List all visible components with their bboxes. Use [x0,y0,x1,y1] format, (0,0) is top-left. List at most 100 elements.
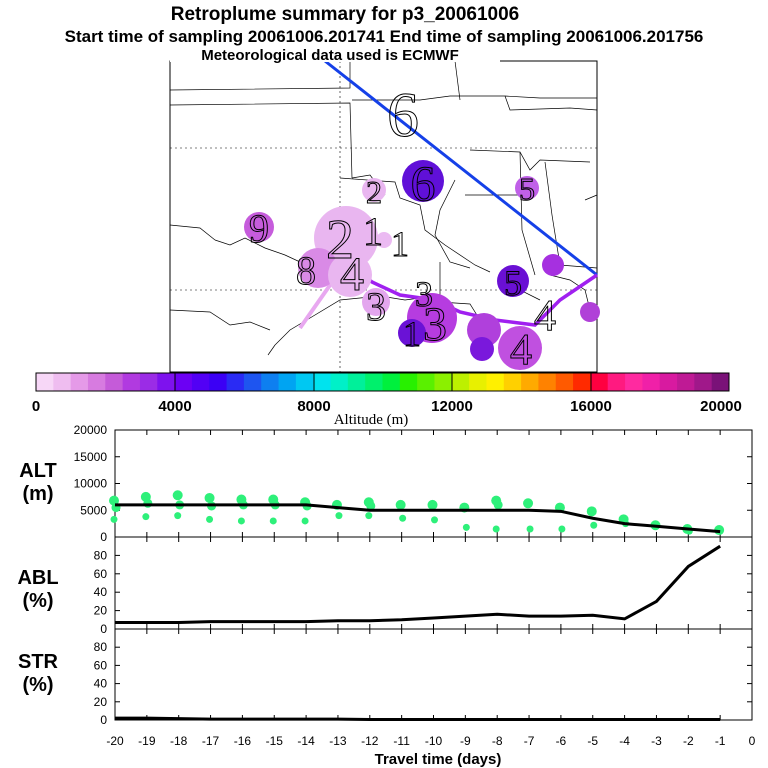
colorbar-swatch [469,373,487,391]
scatter-point [237,517,245,525]
str-label: STR [18,651,59,673]
plume-circle [497,265,529,297]
colorbar-tick-label: 12000 [431,398,473,415]
colorbar-swatch [625,373,643,391]
x-tick-label: -1 [715,734,726,748]
plume-number: 2 [366,174,382,210]
scatter-point [269,517,277,525]
scatter-point [399,514,407,522]
x-tick-label: -10 [425,734,443,748]
alt-unit: (m) [22,483,53,505]
colorbar-tick-label: 20000 [700,398,742,415]
plume-circle [470,337,494,361]
trajectory-line-purple [353,266,598,327]
scatter-point [143,498,153,508]
plume-circle [515,176,539,200]
plume-circle [328,253,372,297]
y-tick-label: 80 [94,640,108,654]
colorbar-swatch [382,373,401,391]
colorbar-swatch [677,373,695,391]
colorbar-tick-label: 8000 [297,398,330,415]
altitude-colorbar [35,372,730,392]
colorbar-swatch [573,373,591,391]
colorbar-ticks: 0 4000 8000 12000 16000 20000 [32,398,742,415]
colorbar-swatch [538,373,557,391]
plume-number: 3 [366,284,386,329]
scatter-point [366,501,376,511]
colorbar-swatch [209,373,228,391]
y-tick-label: 60 [94,567,108,581]
met-data-line: Meteorological data used is ECMWF [201,47,459,64]
x-tick-label: -5 [587,734,598,748]
colorbar-tick-label: 4000 [158,398,191,415]
y-tick-label: 20000 [74,423,108,437]
panel-abl: 0 20 40 60 80 [94,536,753,636]
time-series-panels: 0 5000 10000 15000 20000 0 20 40 60 80 0 20 40 60 80 -2… [74,423,756,748]
plume-numbers: 6 6 5 2 9 2 1 1 8 3 3 3 4 4 4 1 5 [249,79,557,375]
plume-number: 9 [249,206,269,251]
plume-circle [398,319,426,347]
plume-number: 6 [387,79,419,150]
x-tick-label: -18 [170,734,188,748]
met-line-bg [170,46,500,62]
abl-unit: (%) [22,590,53,612]
colorbar-swatch [174,373,193,391]
str-unit: (%) [22,674,53,696]
y-tick-label: 10000 [74,477,108,491]
colorbar-swatch [486,373,505,391]
scatter-point [172,490,183,501]
plume-number: 3 [415,274,433,314]
plume-circle [376,232,392,248]
panel-frame [114,536,753,630]
plume-circles [244,160,600,370]
y-tick-label: 0 [100,530,107,544]
series-line [115,544,721,625]
colorbar-swatch [555,373,574,391]
plume-circle [298,248,338,288]
x-tick-label: -3 [651,734,662,748]
plume-circle [402,160,444,202]
scatter-point [335,512,343,520]
x-tick-label: -11 [393,734,410,748]
colorbar-swatch [261,373,280,391]
y-tick-label: 20 [94,604,108,618]
y-tick-label: 40 [94,677,108,691]
colorbar-swatch [365,373,383,391]
trajectory-line-blue [324,59,598,277]
scatter-point [590,521,598,529]
colorbar-swatch [434,373,453,391]
scatter-point [301,517,309,525]
trajectory-line-pink [298,276,337,330]
plume-number: 5 [519,171,535,207]
plume-circle [362,178,386,202]
y-tick-label: 20 [94,695,108,709]
scatter-point [142,513,150,521]
scatter-point [174,512,182,520]
colorbar-swatch [191,373,210,391]
colorbar-swatch [157,373,176,391]
series-line [115,503,721,534]
x-tick-label: -20 [106,734,124,748]
colorbar-swatch [243,373,262,391]
scatter-point [558,525,566,533]
x-axis-label: Travel time (days) [375,751,502,768]
colorbar-tick-label: 0 [32,398,40,415]
scatter-point [523,498,534,509]
x-tick-label: -19 [138,734,156,748]
colorbar-tick-label: 16000 [570,398,612,415]
x-tick-label: -9 [460,734,471,748]
y-tick-label: 0 [100,622,107,636]
y-tick-label: 80 [94,548,108,562]
colorbar-swatch [313,373,332,391]
colorbar-swatch [347,373,366,391]
plume-number: 3 [423,298,447,351]
panel-frame [114,628,753,721]
plume-number: 1 [403,314,421,354]
colorbar-swatch [87,373,106,391]
y-tick-label: 60 [94,658,108,672]
colorbar-swatch [330,373,349,391]
x-tick-label: -13 [329,734,347,748]
scatter-point [365,512,373,520]
scatter-point [206,515,214,523]
